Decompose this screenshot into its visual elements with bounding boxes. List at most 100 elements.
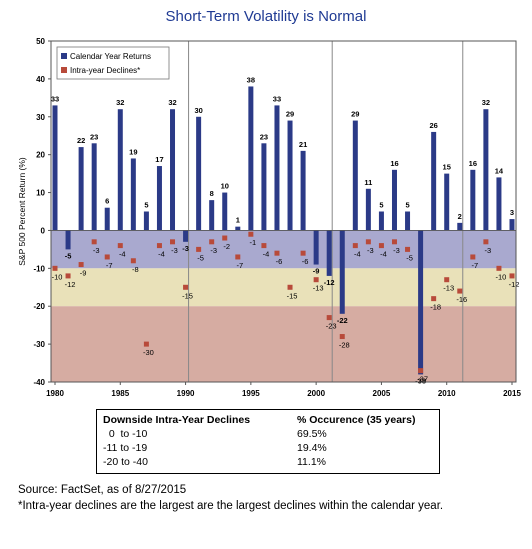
decline-marker (444, 277, 450, 283)
return-bar (183, 230, 189, 242)
decline-data-label: -3 (485, 246, 492, 255)
y-tick-label: 30 (36, 113, 45, 122)
decline-data-label: -6 (276, 257, 283, 266)
decline-data-label: -7 (236, 261, 243, 270)
return-data-label: 5 (144, 201, 148, 210)
decline-data-label: -6 (302, 257, 309, 266)
return-data-label: -3 (182, 244, 189, 253)
chart-svg: 33-522 236321951732-33081013823332921-9-1… (17, 37, 521, 398)
points-layer (52, 231, 515, 374)
x-tick-label: 1985 (111, 389, 129, 398)
footnote: *Intra-year declines are the largest are… (18, 500, 444, 512)
decline-data-label: -4 (158, 250, 165, 259)
return-data-label: 16 (469, 159, 477, 168)
decline-marker (52, 265, 58, 271)
return-bar (91, 143, 97, 231)
plot-border (50, 40, 517, 383)
decline-marker (300, 250, 306, 256)
return-bar (457, 222, 463, 231)
decline-data-label: -4 (119, 250, 126, 259)
return-data-label: 11 (364, 178, 372, 187)
decline-marker (483, 239, 489, 245)
return-bar (470, 169, 476, 231)
decline-data-label: -3 (210, 246, 217, 255)
legend-layer: Calendar Year Returns Intra-year Declines… (56, 46, 170, 80)
return-bar (509, 219, 515, 231)
return-bar (365, 188, 371, 231)
return-data-label: -9 (313, 267, 320, 276)
decline-marker (339, 334, 345, 340)
decline-data-label: -7 (471, 261, 478, 270)
decline-marker (143, 341, 149, 347)
decline-data-label: -28 (339, 341, 350, 350)
return-bar (117, 109, 123, 231)
return-data-label: 33 (273, 94, 281, 103)
return-data-label: -12 (324, 278, 335, 287)
return-data-label: 14 (495, 166, 504, 175)
decline-marker (274, 250, 280, 256)
y-tick-label: -40 (33, 378, 45, 387)
decline-marker (391, 239, 397, 245)
decline-marker (130, 258, 136, 264)
return-bar (130, 158, 136, 231)
return-bar (300, 150, 306, 231)
return-data-label: 23 (260, 132, 268, 141)
y-tick-label: 40 (36, 75, 45, 84)
return-data-label: 17 (155, 155, 163, 164)
decline-marker (209, 239, 215, 245)
return-bar (235, 226, 241, 231)
decline-data-label: -4 (380, 250, 387, 259)
return-bar (222, 192, 228, 231)
table-cell-range: 0 to -10 (103, 428, 148, 440)
band-2 (51, 306, 516, 382)
decline-data-label: -30 (143, 348, 154, 357)
table-cell-pct: 19.4% (297, 442, 327, 454)
decline-marker (405, 246, 411, 252)
return-bar (78, 147, 84, 231)
return-data-label: 30 (194, 106, 202, 115)
decline-data-label: -9 (80, 269, 87, 278)
x-tick-label: 2005 (373, 389, 391, 398)
return-data-label: 26 (429, 121, 437, 130)
x-tick-label: 1995 (242, 389, 260, 398)
return-bar (104, 207, 110, 231)
table-cell-pct: 11.1% (297, 456, 326, 468)
return-bar (52, 105, 58, 231)
x-tick-label: 2000 (307, 389, 325, 398)
return-bar (287, 120, 293, 231)
decline-data-label: -7 (106, 261, 113, 270)
decline-data-label: -3 (367, 246, 374, 255)
return-data-label: 21 (299, 140, 307, 149)
decline-marker (365, 239, 371, 245)
decline-marker (326, 315, 332, 321)
decline-data-label: -16 (456, 295, 467, 304)
decline-marker (156, 243, 162, 249)
decline-marker (222, 235, 228, 241)
return-data-label: 6 (105, 197, 109, 206)
decline-data-label: -18 (430, 303, 441, 312)
return-data-label: 29 (286, 110, 294, 119)
decline-marker (418, 368, 424, 374)
return-bar (209, 200, 215, 231)
y-tick-label: -10 (33, 264, 45, 273)
return-data-label: 38 (247, 75, 255, 84)
return-data-label: 32 (168, 98, 176, 107)
return-data-label: 32 (116, 98, 124, 107)
bands-layer (51, 41, 516, 382)
decline-marker (117, 243, 123, 249)
return-bar (431, 131, 437, 231)
return-bar (326, 230, 332, 276)
decline-marker (170, 239, 176, 245)
legend-swatch-declines (61, 67, 67, 73)
return-data-label: -22 (337, 316, 348, 325)
return-bar (352, 120, 358, 231)
return-bar (313, 230, 319, 265)
return-bar (339, 230, 345, 314)
return-data-label: 3 (510, 208, 514, 217)
decline-data-label: -15 (287, 291, 298, 300)
decline-data-label: -10 (52, 272, 63, 281)
decline-data-label: -12 (509, 280, 520, 289)
legend-box (56, 46, 170, 80)
source-note: Source: FactSet, as of 8/27/2015 (18, 484, 187, 496)
